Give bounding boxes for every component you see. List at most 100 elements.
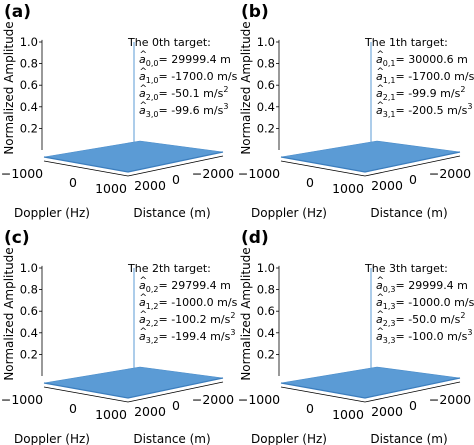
hat-mark: ^	[140, 101, 148, 111]
z-tick-label: 0.4	[257, 100, 275, 114]
x-tick-label: 0	[306, 401, 314, 416]
z-tick-label: 0.4	[20, 326, 38, 340]
annotation-line: a2,0= -50.1 m/s2	[139, 85, 228, 102]
annotation-line: a3,0= -99.6 m/s3	[139, 102, 228, 119]
annotation-line: a3,1= -200.5 m/s3	[376, 102, 472, 119]
y-axis-line	[127, 381, 224, 403]
hat-mark: ^	[377, 310, 385, 320]
y-tick-label: 2000	[371, 404, 403, 419]
z-tick-label: 0.2	[20, 347, 38, 361]
panel-label: (a)	[4, 2, 31, 22]
y-axis-label: Distance (m)	[370, 206, 447, 220]
hat-mark: ^	[140, 84, 148, 94]
z-axis-label: Normalized Amplitude	[239, 21, 253, 154]
y-axis-label: Distance (m)	[370, 432, 447, 445]
y-tick-label: −2000	[192, 166, 234, 181]
x-tick-label: 0	[69, 175, 77, 190]
annotation-title: The 1th target:	[364, 36, 448, 49]
hat-mark: ^	[377, 67, 385, 77]
annotation-line: a0,3= 29999.4 m	[376, 279, 468, 294]
y-tick-label: 0	[172, 172, 180, 187]
y-axis-line	[364, 155, 461, 177]
z-axis-label: Normalized Amplitude	[2, 21, 16, 154]
z-tick-label: 1.0	[257, 261, 275, 275]
y-tick-label: 0	[409, 398, 417, 413]
annotation-line: a2,1= -99.9 m/s2	[376, 85, 465, 102]
z-axis-label: Normalized Amplitude	[239, 247, 253, 380]
panel-2: (c) 0.2 0.4 0.6 0.8 1.0 Normalized Amplitude −1…	[1, 228, 238, 445]
y-tick-label: 2000	[371, 178, 403, 193]
hat-mark: ^	[140, 276, 148, 286]
annotation-line: a3,2= -199.4 m/s3	[139, 328, 235, 345]
annotation-title: The 3th target:	[364, 262, 448, 275]
x-tick-label: 0	[306, 175, 314, 190]
panel-0: (a) 0.2 0.4 0.6 0.8 1.0 Normalized Amplitude −1…	[1, 2, 238, 220]
annotation-line: a3,3= -100.0 m/s3	[376, 328, 472, 345]
annotation-line: a2,2= -100.2 m/s2	[139, 311, 235, 328]
x-tick-label: 1000	[332, 181, 364, 196]
hat-mark: ^	[377, 276, 385, 286]
y-axis-label: Distance (m)	[133, 432, 210, 445]
z-tick-label: 0.8	[257, 57, 275, 71]
annotation-line: a2,3= -50.0 m/s2	[376, 311, 465, 328]
z-tick-label: 0.2	[257, 121, 275, 135]
annotation-line: a1,2= -1000.0 m/s	[139, 296, 238, 311]
x-tick-label: −1000	[1, 166, 43, 181]
y-tick-label: −2000	[429, 166, 471, 181]
hat-mark: ^	[140, 310, 148, 320]
surface-edge	[280, 151, 461, 173]
hat-mark: ^	[140, 50, 148, 60]
annotation-line: a1,1= -1700.0 m/s	[376, 70, 474, 85]
x-tick-label: −1000	[238, 392, 280, 407]
z-tick-label: 0.2	[257, 347, 275, 361]
hat-mark: ^	[140, 327, 148, 337]
annotation-title: The 0th target:	[127, 36, 211, 49]
z-tick-label: 0.4	[257, 326, 275, 340]
y-axis-label: Distance (m)	[133, 206, 210, 220]
x-tick-label: 1000	[332, 407, 364, 422]
z-tick-label: 0.8	[20, 283, 38, 297]
z-tick-label: 1.0	[20, 261, 38, 275]
panel-label: (d)	[241, 228, 269, 248]
y-tick-label: −2000	[192, 392, 234, 407]
z-tick-label: 0.2	[20, 121, 38, 135]
y-tick-label: 2000	[134, 404, 166, 419]
surface-edge	[280, 377, 461, 399]
surface-edge	[43, 377, 224, 399]
annotation-line: a1,3= -1000.0 m/s	[376, 296, 474, 311]
z-axis-label: Normalized Amplitude	[2, 247, 16, 380]
hat-mark: ^	[377, 293, 385, 303]
x-axis-line	[43, 386, 129, 403]
y-tick-label: 0	[409, 172, 417, 187]
y-tick-label: −2000	[429, 392, 471, 407]
panel-3: (d) 0.2 0.4 0.6 0.8 1.0 Normalized Amplitude −1…	[238, 228, 474, 445]
annotation-line: a1,0= -1700.0 m/s	[139, 70, 238, 85]
x-tick-label: −1000	[238, 166, 280, 181]
annotation-line: a0,2= 29799.4 m	[139, 279, 231, 294]
y-axis-line	[364, 381, 461, 403]
z-tick-label: 1.0	[257, 35, 275, 49]
x-axis-label: Doppler (Hz)	[251, 432, 327, 445]
hat-mark: ^	[377, 327, 385, 337]
surface-edge	[43, 151, 224, 173]
x-axis-line	[280, 386, 366, 403]
annotation-line: a0,1= 30000.6 m	[376, 53, 468, 68]
x-tick-label: 1000	[95, 181, 127, 196]
annotation-title: The 2th target:	[127, 262, 211, 275]
x-axis-line	[280, 160, 366, 177]
z-tick-label: 0.6	[20, 78, 38, 92]
panel-label: (b)	[241, 2, 269, 22]
hat-mark: ^	[377, 84, 385, 94]
y-axis-line	[127, 155, 224, 177]
y-tick-label: 0	[172, 398, 180, 413]
panel-label: (c)	[4, 228, 30, 248]
annotation-line: a0,0= 29999.4 m	[139, 53, 231, 68]
hat-mark: ^	[140, 293, 148, 303]
z-tick-label: 0.6	[20, 304, 38, 318]
z-tick-label: 0.8	[257, 283, 275, 297]
hat-mark: ^	[140, 67, 148, 77]
z-tick-label: 0.6	[257, 304, 275, 318]
x-axis-label: Doppler (Hz)	[251, 206, 327, 220]
z-tick-label: 1.0	[20, 35, 38, 49]
x-tick-label: −1000	[1, 392, 43, 407]
